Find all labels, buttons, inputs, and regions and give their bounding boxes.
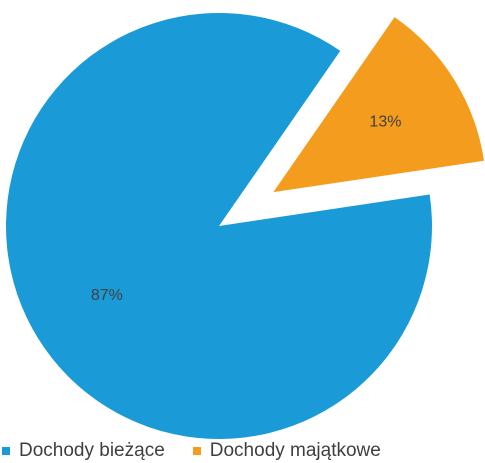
data-label-dochody-biezace: 87%: [91, 287, 123, 304]
pie-slices: [6, 13, 484, 440]
legend-label-dochody-majatkowe: Dochody majątkowe: [209, 440, 381, 461]
legend: Dochody bieżące Dochody majątkowe: [2, 440, 381, 462]
pie-slice-dochody-majatkowe: [273, 17, 484, 193]
legend-swatch-dochody-majatkowe: [192, 447, 201, 455]
legend-item-dochody-biezace: Dochody bieżące: [2, 440, 165, 462]
legend-item-dochody-majatkowe: Dochody majątkowe: [192, 440, 381, 462]
data-label-dochody-majatkowe: 13%: [369, 114, 401, 131]
pie-labels: 13% 87%: [91, 114, 402, 304]
legend-label-dochody-biezace: Dochody bieżące: [19, 440, 165, 461]
legend-swatch-dochody-biezace: [2, 447, 10, 455]
pie-slice-dochody-biezace: [6, 13, 432, 440]
